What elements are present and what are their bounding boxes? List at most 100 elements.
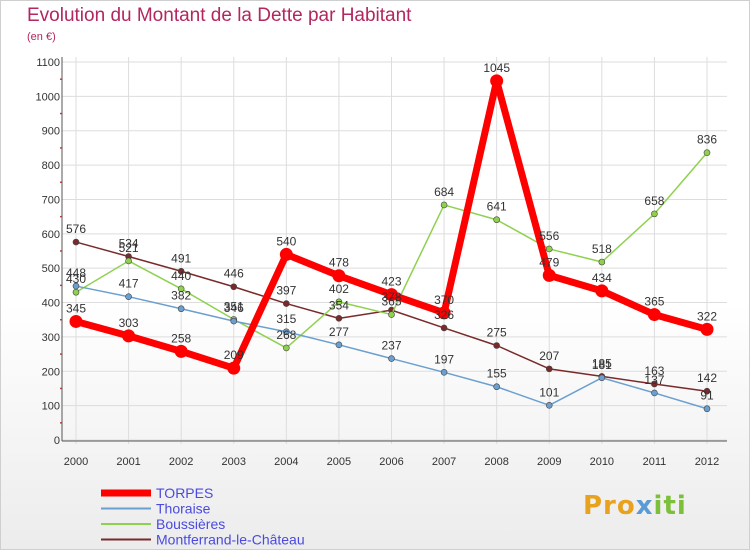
data-label: 351 bbox=[224, 299, 244, 313]
data-label: 142 bbox=[697, 371, 717, 385]
data-point bbox=[227, 361, 241, 375]
data-point bbox=[440, 369, 448, 376]
data-label: 534 bbox=[119, 236, 139, 250]
data-point bbox=[335, 315, 343, 322]
data-point bbox=[595, 284, 609, 298]
x-tick-label: 2011 bbox=[643, 456, 667, 468]
data-point bbox=[283, 300, 290, 307]
data-point bbox=[651, 389, 658, 397]
data-point bbox=[598, 374, 606, 382]
data-point bbox=[493, 383, 500, 391]
x-tick-label: 2008 bbox=[484, 456, 508, 468]
x-tick-label: 2009 bbox=[537, 456, 561, 468]
data-point bbox=[700, 322, 714, 336]
data-point bbox=[279, 247, 293, 261]
y-tick-label: 200 bbox=[42, 366, 60, 378]
x-tick-label: 2006 bbox=[379, 456, 403, 468]
legend-label: TORPES bbox=[156, 485, 213, 501]
data-label: 155 bbox=[487, 367, 507, 381]
data-label: 209 bbox=[224, 348, 244, 362]
data-label: 315 bbox=[276, 312, 296, 326]
data-point bbox=[493, 342, 500, 349]
data-label: 430 bbox=[66, 272, 86, 286]
proxiti-logo: Proxiti bbox=[583, 491, 687, 521]
data-point bbox=[69, 314, 83, 328]
x-tick-label: 2003 bbox=[222, 456, 246, 468]
data-label: 417 bbox=[119, 277, 139, 291]
data-label: 322 bbox=[697, 309, 717, 323]
data-point bbox=[177, 305, 185, 313]
data-label: 479 bbox=[539, 255, 559, 269]
data-point bbox=[72, 282, 80, 290]
x-tick-label: 2002 bbox=[169, 456, 193, 468]
y-tick-label: 300 bbox=[42, 332, 60, 344]
data-point bbox=[385, 288, 398, 302]
data-label: 378 bbox=[381, 290, 401, 304]
data-point bbox=[703, 387, 711, 395]
y-tick-label: 400 bbox=[42, 298, 60, 310]
data-label: 1045 bbox=[483, 61, 510, 75]
chart-unit: (en €) bbox=[27, 31, 56, 43]
y-tick-label: 100 bbox=[42, 401, 60, 413]
y-tick-label: 0 bbox=[54, 435, 60, 447]
data-point bbox=[72, 238, 80, 246]
data-point bbox=[437, 306, 451, 320]
data-label: 258 bbox=[171, 331, 191, 345]
data-label: 237 bbox=[381, 339, 401, 353]
data-label: 354 bbox=[329, 298, 349, 312]
data-label: 641 bbox=[487, 200, 507, 214]
data-point bbox=[545, 401, 553, 409]
logo-part-1: Pro bbox=[583, 491, 636, 521]
data-point bbox=[542, 268, 556, 282]
data-label: 268 bbox=[276, 328, 296, 342]
data-label: 423 bbox=[381, 275, 401, 289]
data-point bbox=[651, 210, 658, 218]
data-label: 402 bbox=[329, 282, 349, 296]
data-label: 163 bbox=[644, 364, 664, 378]
data-point bbox=[440, 201, 448, 209]
data-point bbox=[177, 267, 185, 275]
data-point bbox=[493, 216, 500, 224]
data-point bbox=[125, 257, 132, 265]
legend-label: Boussières bbox=[156, 516, 225, 532]
data-point bbox=[703, 149, 711, 157]
logo-part-2: x bbox=[635, 491, 654, 521]
y-tick-label: 800 bbox=[42, 160, 60, 172]
y-tick-label: 700 bbox=[42, 194, 60, 206]
data-label: 382 bbox=[171, 289, 191, 303]
data-label: 181 bbox=[592, 358, 612, 372]
x-tick-label: 2007 bbox=[432, 456, 456, 468]
data-label: 137 bbox=[644, 373, 664, 387]
data-label: 207 bbox=[539, 349, 559, 363]
data-label: 101 bbox=[539, 385, 559, 399]
data-label: 491 bbox=[171, 251, 191, 265]
data-point bbox=[125, 293, 132, 301]
data-point bbox=[283, 328, 290, 336]
data-label: 277 bbox=[329, 325, 349, 339]
data-point bbox=[388, 355, 395, 362]
y-tick-label: 1000 bbox=[36, 91, 60, 103]
data-point bbox=[440, 324, 448, 332]
x-tick-label: 2010 bbox=[590, 456, 614, 468]
data-label: 326 bbox=[434, 308, 454, 322]
legend-label: Montferrand-le-Château bbox=[156, 532, 305, 548]
data-label: 365 bbox=[644, 295, 664, 309]
data-point bbox=[598, 258, 606, 266]
data-point bbox=[174, 344, 188, 358]
data-point bbox=[122, 329, 136, 343]
data-label: 346 bbox=[224, 301, 244, 315]
data-point bbox=[283, 344, 290, 352]
data-label: 185 bbox=[592, 356, 612, 370]
data-point bbox=[335, 298, 343, 306]
data-point bbox=[388, 311, 395, 318]
logo-part-3: iti bbox=[653, 491, 687, 521]
data-point bbox=[545, 245, 553, 253]
chart-title: Evolution du Montant de la Dette par Hab… bbox=[27, 5, 412, 26]
data-label: 556 bbox=[539, 229, 559, 243]
data-label: 446 bbox=[224, 267, 244, 281]
data-point bbox=[72, 288, 80, 296]
x-tick-label: 2005 bbox=[327, 456, 351, 468]
data-label: 397 bbox=[276, 284, 296, 298]
